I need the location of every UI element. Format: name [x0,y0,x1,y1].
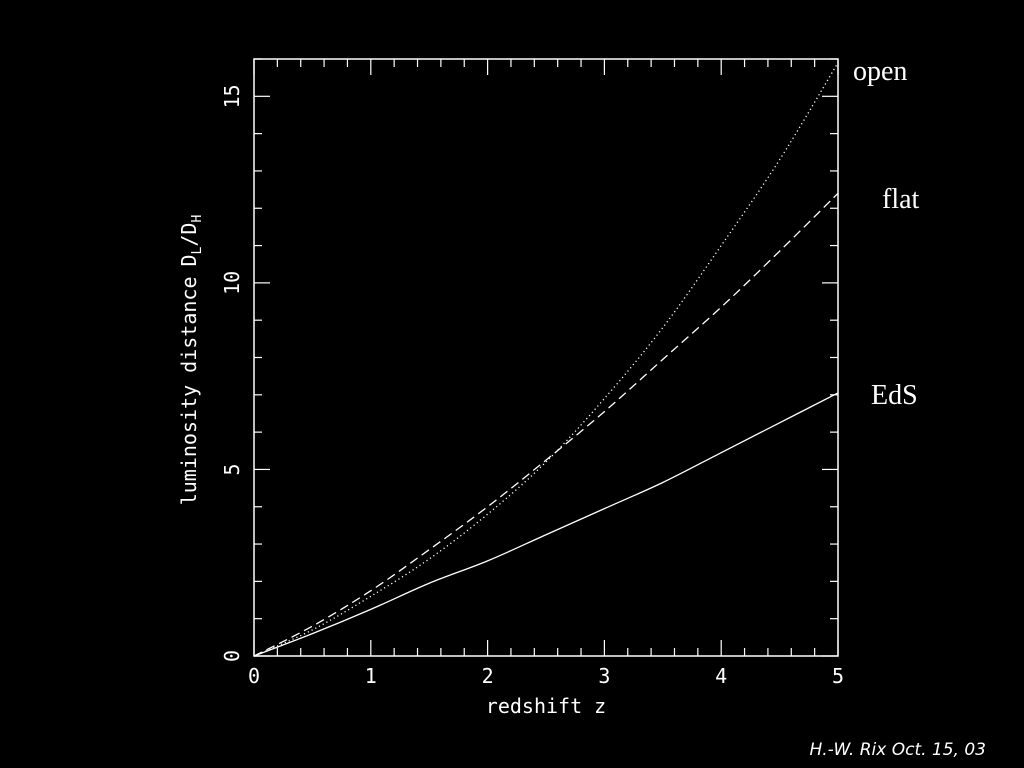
curve-label-flat: flat [882,184,920,215]
x-tick-label: 4 [715,664,727,688]
curve-flat [253,192,839,657]
tick-labels: 0 1 2 3 4 5 0 5 10 15 [220,84,844,688]
y-axis-title-text: luminosity distance [177,277,201,506]
curve-label-eds: EdS [871,380,918,411]
plot-frame [253,58,839,657]
y-axis-title: luminosity distance DL/DH [177,215,205,506]
y-axis-title-sub-num: L [190,246,205,254]
x-tick-label: 2 [482,664,494,688]
author-credit: H.-W. Rix Oct. 15, 03 [809,740,986,760]
y-axis-title-symbol: D [177,254,201,266]
x-axis-title: redshift z [486,694,606,718]
y-tick-label: 0 [220,650,244,662]
curve-label-open: open [853,56,907,87]
curve-open [253,62,839,657]
y-tick-label: 10 [220,271,244,295]
y-tick-label: 5 [220,463,244,475]
axis-ticks [253,58,839,657]
curve-eds [253,392,839,657]
y-tick-label: 15 [220,84,244,108]
y-axis-title-sub-den: H [190,215,205,223]
x-tick-label: 0 [248,664,260,688]
x-tick-label: 1 [365,664,377,688]
y-axis-title-sep: /D [177,223,201,247]
x-tick-label: 3 [598,664,610,688]
data-curves [253,62,839,657]
x-tick-label: 5 [832,664,844,688]
